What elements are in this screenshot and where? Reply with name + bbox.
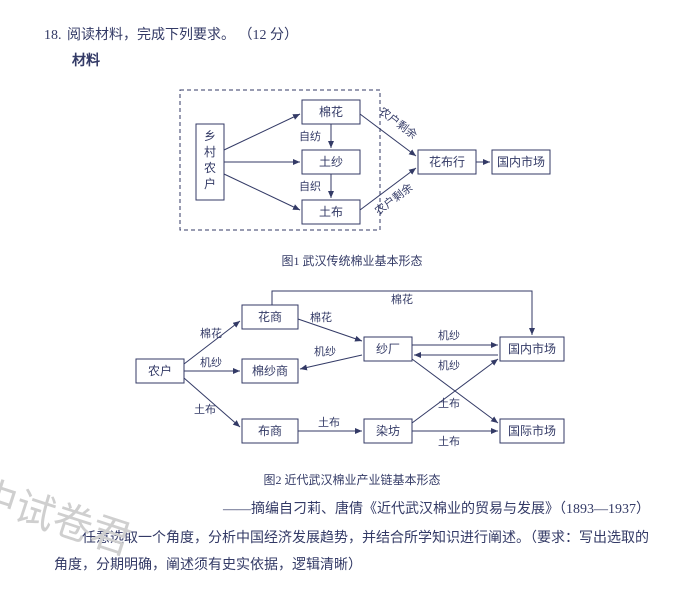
fig2-e-yarn3: 机纱 [438,328,460,342]
svg-text:户: 户 [204,176,216,191]
fig2-mill: 纱厂 [376,342,400,356]
fig2-e-yarn2: 机纱 [314,344,336,358]
fig2-e-cloth1: 土布 [318,416,340,429]
figure2-svg: 农户 花商 棉纱商 布商 纱厂 染坊 国内市场 国际市场 棉花 机纱 土布 棉花… [102,279,602,469]
fig1-surplus2: 农户剩余 [372,180,416,218]
svg-text:村: 村 [204,145,216,159]
fig2-e-cotton1: 棉花 [200,326,222,340]
fig1-cloth: 土布 [319,205,343,219]
fig2-e-cotton3: 棉花 [391,292,413,306]
fig2-dom: 国内市场 [508,341,556,356]
fig1-cotton: 棉花 [319,104,343,119]
fig2-e-yarn4: 机纱 [438,358,460,372]
svg-text:农: 农 [204,161,216,175]
fig1-yarn: 土纱 [319,155,343,169]
fig2-intl: 国际市场 [508,423,556,438]
task-text: 任意选取一个角度，分析中国经济发展趋势，并结合所学知识进行阐述。（要求：写出选取… [54,526,652,579]
figure1: 乡 村 农 户 棉花 土纱 土布 自纺 自织 花布行 国内市场 农户剩余 农户剩… [44,80,660,250]
fig2-e-yarn1: 机纱 [200,355,222,369]
question-header: 18. 阅读材料，完成下列要求。 （12 分） [44,24,660,44]
fig1-shop: 花布行 [429,154,465,169]
fig2-bu: 布商 [258,423,282,438]
fig2-mian: 棉纱商 [252,363,288,378]
question-number: 18. [44,28,62,43]
figure1-svg: 乡 村 农 户 棉花 土纱 土布 自纺 自织 花布行 国内市场 农户剩余 农户剩… [152,80,552,250]
fig1-farmer: 乡 [204,129,216,143]
figure2-caption: 图2 近代武汉棉业产业链基本形态 [44,471,660,488]
fig2-dye: 染坊 [376,423,400,438]
fig2-e-native: 土布 [194,403,216,416]
fig1-spin-label: 自纺 [299,129,321,143]
fig2-hua: 花商 [258,309,282,324]
fig2-farmer: 农户 [148,363,172,378]
figure1-caption: 图1 武汉传统棉业基本形态 [44,252,660,269]
fig1-market: 国内市场 [497,154,545,169]
figure2: 农户 花商 棉纱商 布商 纱厂 染坊 国内市场 国际市场 棉花 机纱 土布 棉花… [44,279,660,469]
fig2-e-cloth2: 土布 [438,397,460,410]
material-label: 材料 [72,50,660,70]
fig1-weave-label: 自织 [299,180,321,193]
question-prompt: 阅读材料，完成下列要求。 [67,28,235,43]
fig2-e-cotton2: 棉花 [310,310,332,324]
source-line: ——摘编自刁莉、唐倩《近代武汉棉业的贸易与发展》（1893—1937） [44,498,660,518]
fig2-e-cloth3: 土布 [438,435,460,448]
question-points: （12 分） [239,28,299,43]
fig1-surplus1: 农户剩余 [377,104,421,142]
